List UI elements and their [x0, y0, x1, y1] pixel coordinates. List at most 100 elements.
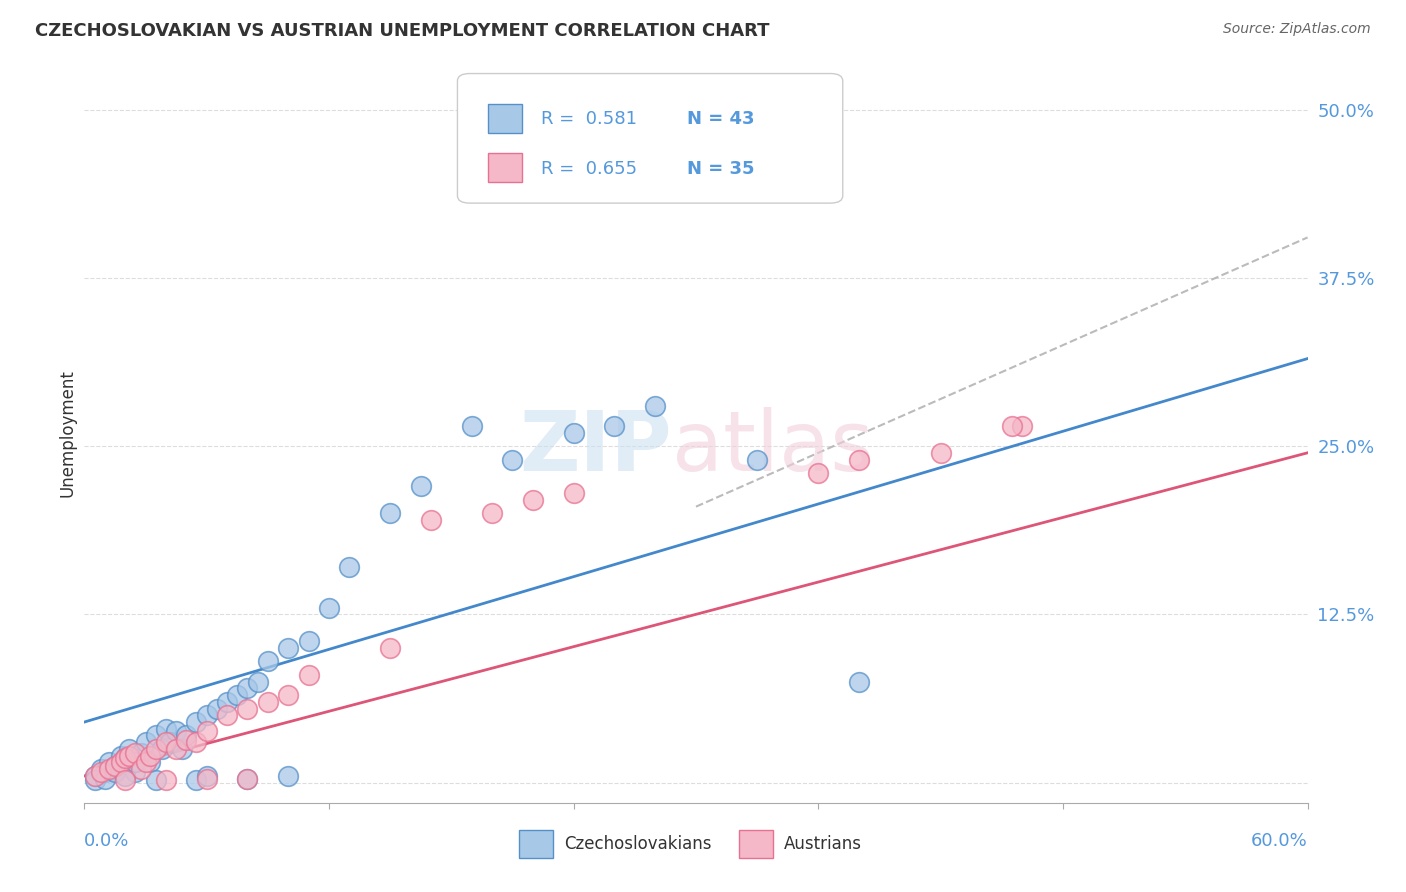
Point [380, 640, 402, 655]
Point [236, 772, 259, 786]
Point [747, 452, 769, 467]
Point [145, 742, 167, 756]
Point [124, 746, 146, 760]
Point [644, 399, 666, 413]
Point [114, 772, 136, 787]
Bar [488, 153, 522, 182]
Point [236, 772, 259, 786]
Point [929, 446, 952, 460]
Point [104, 764, 127, 779]
Point [131, 762, 153, 776]
Point [277, 688, 299, 702]
Point [246, 674, 269, 689]
Point [277, 640, 299, 655]
Point [257, 655, 280, 669]
Point [174, 729, 197, 743]
Point [195, 769, 218, 783]
Point [339, 560, 361, 574]
Text: Czechoslovakians: Czechoslovakians [564, 835, 711, 854]
Point [124, 756, 146, 770]
Point [562, 425, 585, 440]
Text: R =  0.581: R = 0.581 [541, 111, 637, 128]
Point [145, 729, 167, 743]
Text: N = 35: N = 35 [688, 160, 755, 178]
Point [186, 714, 208, 729]
Point [380, 507, 402, 521]
Point [165, 724, 187, 739]
Point [135, 756, 157, 770]
Bar [738, 830, 773, 858]
Point [848, 674, 870, 689]
Point [195, 708, 218, 723]
Point [205, 701, 228, 715]
Point [195, 724, 218, 739]
Point [114, 769, 136, 783]
Y-axis label: Unemployment: Unemployment [58, 368, 76, 497]
Point [236, 681, 259, 696]
Bar [488, 103, 522, 133]
Point [756, 183, 779, 197]
Point [298, 634, 321, 648]
Point [562, 486, 585, 500]
Point [1011, 418, 1033, 433]
Point [110, 756, 132, 770]
Text: R =  0.655: R = 0.655 [541, 160, 637, 178]
Point [257, 695, 280, 709]
Point [155, 722, 177, 736]
Point [848, 452, 870, 467]
Point [83, 769, 105, 783]
Point [409, 479, 432, 493]
Point [93, 764, 115, 779]
Text: N = 43: N = 43 [688, 111, 755, 128]
Point [159, 735, 181, 749]
Point [118, 742, 141, 756]
Point [155, 735, 177, 749]
Text: CZECHOSLOVAKIAN VS AUSTRIAN UNEMPLOYMENT CORRELATION CHART: CZECHOSLOVAKIAN VS AUSTRIAN UNEMPLOYMENT… [35, 22, 769, 40]
Point [172, 742, 194, 756]
Bar [519, 830, 553, 858]
Point [502, 452, 524, 467]
Point [90, 764, 112, 779]
Point [186, 772, 208, 787]
Point [104, 759, 127, 773]
Point [481, 507, 503, 521]
Text: atlas: atlas [672, 407, 873, 488]
Point [186, 735, 208, 749]
Point [83, 769, 105, 783]
Point [318, 600, 340, 615]
Point [420, 513, 443, 527]
Text: Austrians: Austrians [785, 835, 862, 854]
Point [114, 751, 136, 765]
Point [236, 701, 259, 715]
Text: ZIP: ZIP [519, 407, 672, 488]
Point [114, 751, 136, 765]
Point [138, 756, 160, 770]
Point [131, 746, 153, 760]
Point [93, 772, 115, 786]
Point [165, 742, 187, 756]
Point [104, 759, 127, 773]
Point [174, 732, 197, 747]
Point [603, 418, 626, 433]
Point [138, 748, 160, 763]
Point [90, 762, 112, 776]
Point [217, 695, 239, 709]
Point [145, 772, 167, 787]
Point [195, 772, 218, 786]
Point [226, 688, 249, 702]
Point [97, 756, 120, 770]
Point [118, 748, 141, 763]
Point [217, 708, 239, 723]
Text: Source: ZipAtlas.com: Source: ZipAtlas.com [1223, 22, 1371, 37]
Point [150, 742, 173, 756]
Point [124, 764, 146, 779]
Text: 0.0%: 0.0% [84, 832, 129, 850]
Point [298, 668, 321, 682]
Text: 60.0%: 60.0% [1251, 832, 1308, 850]
Point [135, 735, 157, 749]
FancyBboxPatch shape [457, 73, 842, 203]
Point [110, 748, 132, 763]
Point [461, 418, 484, 433]
Point [277, 769, 299, 783]
Point [155, 772, 177, 787]
